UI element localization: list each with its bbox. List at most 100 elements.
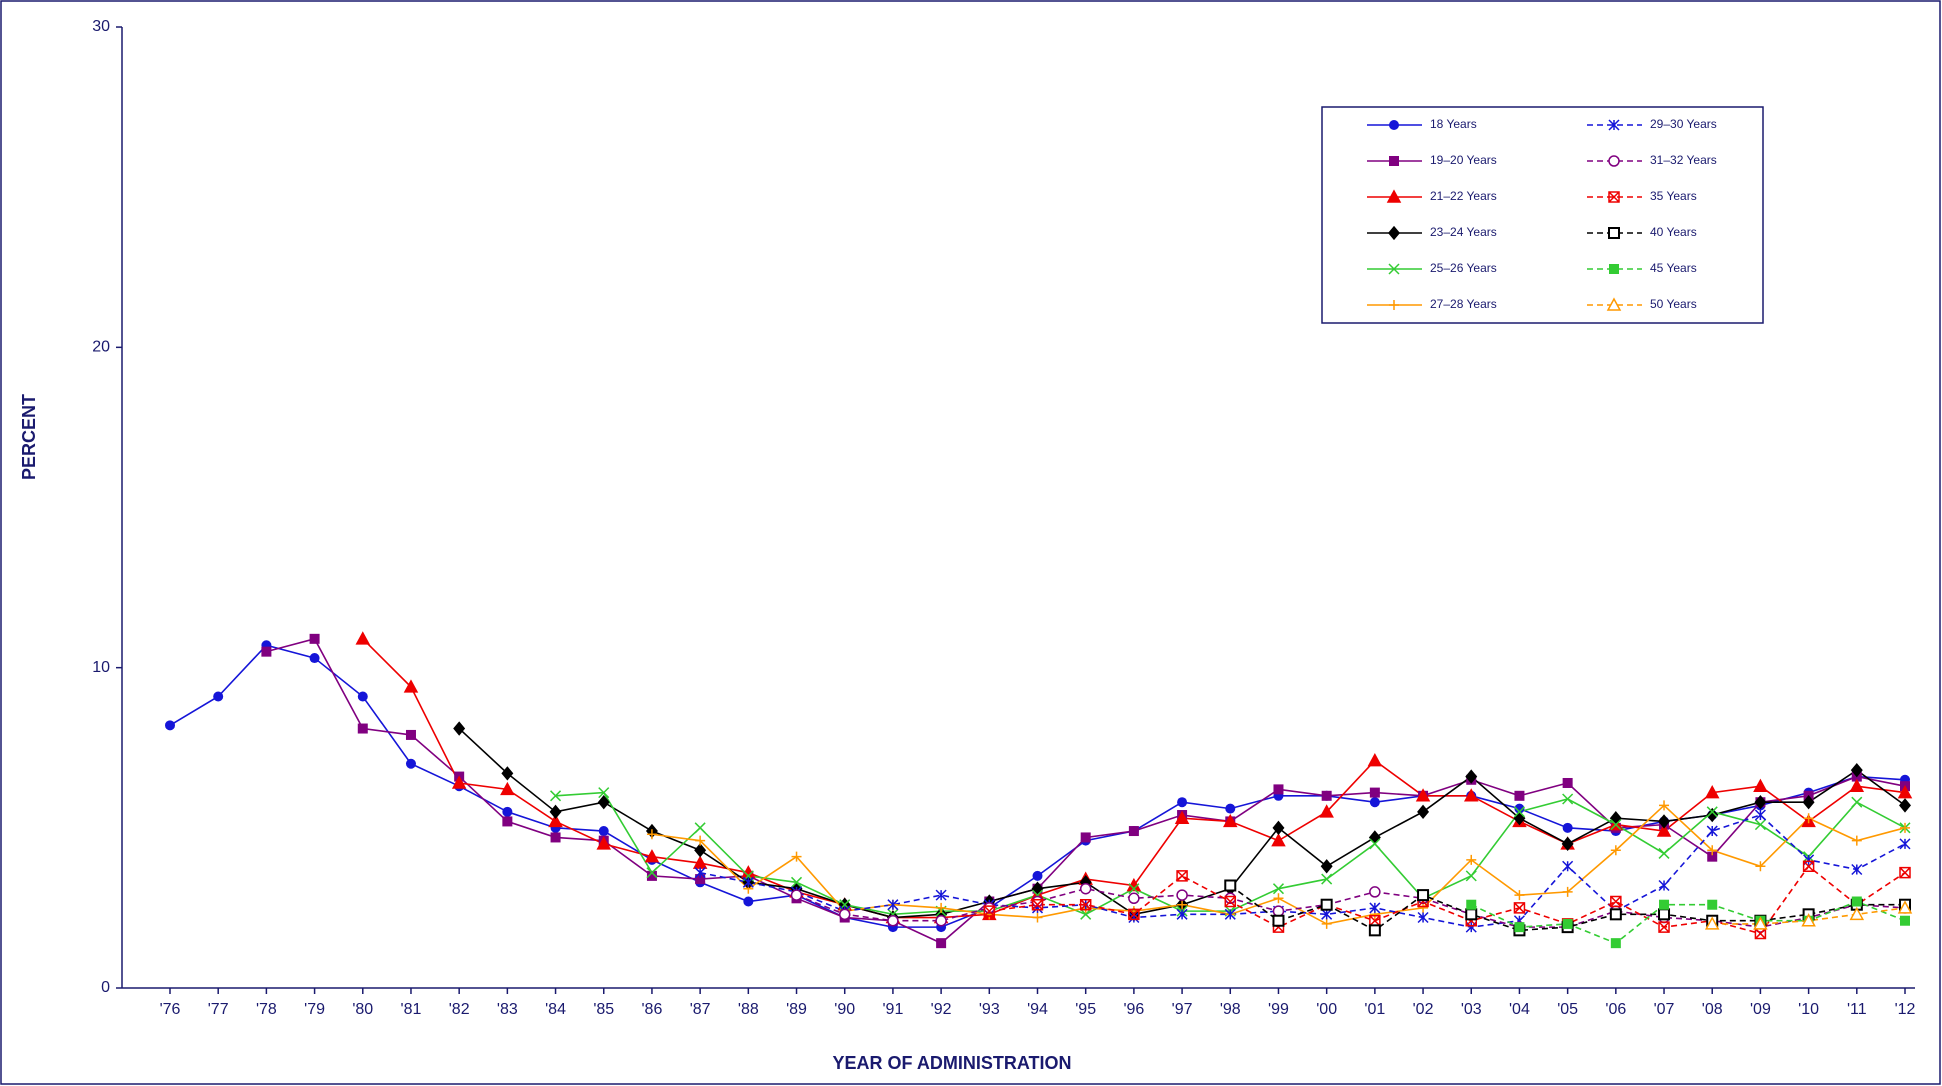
marker	[1320, 898, 1333, 911]
marker	[548, 813, 563, 828]
marker	[1369, 838, 1381, 850]
marker	[1386, 189, 1402, 203]
marker	[1899, 798, 1911, 813]
marker	[1225, 803, 1236, 814]
marker	[1463, 788, 1479, 802]
marker	[1224, 895, 1237, 908]
marker	[1514, 803, 1525, 814]
marker	[1706, 806, 1718, 818]
marker	[1224, 879, 1237, 892]
x-axis-label: YEAR OF ADMINISTRATION	[833, 1053, 1072, 1073]
x-tick-label: '11	[1847, 1001, 1867, 1018]
x-tick-label: '84	[545, 1001, 566, 1018]
marker	[1465, 870, 1477, 882]
marker	[1704, 916, 1720, 930]
marker	[1128, 826, 1139, 837]
marker	[1368, 924, 1381, 937]
x-tick-label: '90	[834, 1001, 855, 1018]
marker	[1656, 823, 1672, 837]
marker	[1388, 263, 1400, 275]
marker	[451, 775, 467, 789]
marker	[1514, 790, 1525, 801]
marker	[1897, 785, 1913, 799]
marker	[357, 723, 368, 734]
marker	[1176, 870, 1188, 882]
marker	[1128, 883, 1140, 895]
marker	[1801, 913, 1816, 927]
marker	[1707, 845, 1718, 856]
x-tick-label: '01	[1364, 1001, 1385, 1018]
marker	[1224, 908, 1236, 920]
marker	[550, 832, 561, 843]
marker	[1851, 796, 1863, 808]
marker	[405, 729, 416, 740]
x-tick-label: '07	[1654, 1001, 1675, 1018]
legend-box	[1321, 106, 1764, 324]
marker	[1272, 905, 1285, 917]
marker	[1658, 908, 1671, 921]
marker	[1415, 788, 1431, 802]
marker	[838, 908, 851, 921]
marker	[1754, 819, 1766, 831]
marker	[1899, 838, 1911, 850]
marker	[1369, 797, 1380, 808]
x-tick-label: '12	[1895, 1001, 1916, 1018]
marker	[1080, 832, 1091, 843]
marker	[1321, 908, 1333, 920]
x-tick-label: '94	[1027, 1001, 1048, 1018]
marker	[550, 790, 562, 802]
marker	[597, 795, 610, 810]
marker	[1753, 916, 1768, 930]
marker	[1032, 912, 1043, 923]
marker	[1658, 814, 1671, 829]
marker	[1417, 804, 1430, 819]
marker	[1610, 819, 1622, 831]
marker	[1755, 861, 1766, 872]
marker	[1610, 938, 1621, 949]
marker	[694, 843, 707, 858]
marker	[1079, 882, 1092, 895]
marker	[1897, 900, 1913, 914]
marker	[1899, 866, 1911, 879]
marker	[790, 876, 803, 888]
marker	[1658, 879, 1670, 892]
x-tick-label: '92	[931, 1001, 952, 1018]
marker	[1754, 795, 1767, 810]
marker	[1658, 847, 1670, 859]
marker	[1900, 915, 1910, 926]
marker	[1176, 908, 1188, 920]
marker	[936, 902, 947, 913]
marker	[1389, 300, 1399, 310]
marker	[1031, 898, 1044, 911]
marker	[1610, 845, 1621, 856]
legend-label: 45 Years	[1650, 261, 1697, 275]
x-tick-label: '99	[1268, 1001, 1289, 1018]
marker	[1659, 899, 1670, 910]
marker	[1850, 763, 1863, 778]
marker	[1514, 922, 1525, 933]
marker	[1177, 899, 1188, 910]
marker	[1369, 886, 1381, 898]
marker	[1606, 297, 1622, 311]
marker	[743, 896, 754, 907]
marker	[1849, 778, 1865, 792]
marker	[646, 829, 657, 840]
y-tick-label: 30	[92, 18, 110, 35]
series-line	[1712, 907, 1906, 925]
legend-label: 25–26 Years	[1430, 261, 1497, 275]
marker	[1272, 914, 1285, 927]
marker	[502, 816, 513, 827]
marker	[1802, 860, 1815, 873]
marker	[1562, 822, 1573, 833]
marker	[403, 679, 419, 693]
marker	[1659, 800, 1670, 811]
marker	[165, 720, 175, 731]
marker	[1321, 918, 1332, 929]
marker	[1803, 813, 1814, 824]
marker	[791, 851, 802, 862]
marker	[646, 867, 658, 879]
marker	[694, 822, 706, 834]
marker	[1369, 787, 1380, 798]
legend-label: 21–22 Years	[1430, 189, 1497, 203]
